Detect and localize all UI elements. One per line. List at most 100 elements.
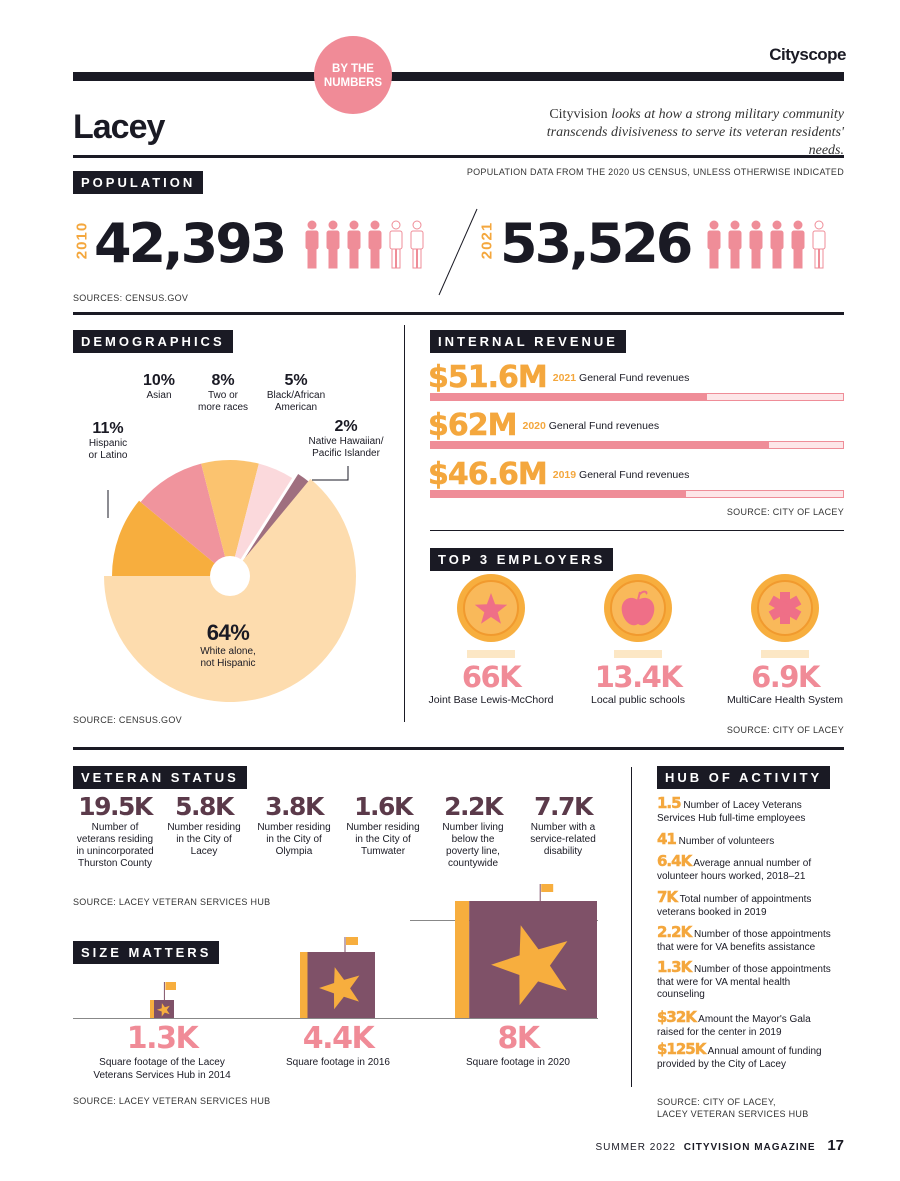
size-baseline (73, 1018, 598, 1019)
size-value: 4.4K (302, 1021, 375, 1056)
revenue-label: 2020 General Fund revenues (522, 420, 659, 432)
pct-white: 64% (206, 620, 250, 645)
label-two-races: 8% Two or more races (190, 372, 256, 414)
hub-source-2: LACEY VETERAN SERVICES HUB (657, 1109, 809, 1119)
hub-item: 7K Total number of appointments veterans … (657, 888, 847, 919)
hub-item: 1.3K Number of those appointments that we… (657, 959, 847, 1002)
label-white-1: White alone, (200, 646, 256, 657)
revenue-bar (430, 490, 844, 498)
demographics-tag: DEMOGRAPHICS (73, 330, 233, 353)
medical-cross-icon (751, 574, 819, 658)
hub-line: $32K Amount the Mayor's Gala (657, 1009, 847, 1027)
size-source: SOURCE: LACEY VETERAN SERVICES HUB (73, 1096, 271, 1106)
employer-name: MultiCare Health System (726, 694, 844, 706)
hub-label: volunteer hours worked, 2018–21 (657, 870, 806, 882)
label-asian-1: Asian (146, 390, 172, 401)
footer-issue: SUMMER 2022 (595, 1142, 676, 1153)
revenue-amount: $51.6M (428, 360, 548, 396)
size-box-graphic (300, 935, 377, 1018)
veteran-value: 7.7K (534, 792, 593, 821)
pct-asian: 10% (142, 372, 176, 389)
hub-label: that were for VA mental health (657, 976, 791, 988)
hub-line: 41 Number of volunteers (657, 831, 847, 849)
veteran-label: service-related (530, 834, 596, 845)
veteran-rule (73, 747, 844, 750)
person-icon (326, 220, 340, 269)
hub-source: SOURCE: CITY OF LACEY, LACEY VETERAN SER… (657, 1096, 809, 1120)
hub-line: 2.2K Number of those appointments (657, 923, 847, 942)
hub-line: $125K Annual amount of funding (657, 1040, 847, 1059)
intro-part-2: looks at how a strong military community (607, 107, 844, 122)
veteran-label: Number residing (167, 822, 241, 833)
person-icon (347, 220, 361, 269)
hub-line: 1.3K Number of those appointments (657, 959, 847, 977)
hub-value: 7K (657, 888, 679, 906)
person-icon (812, 220, 826, 269)
footer-magazine: CITYVISION MAGAZINE (683, 1142, 816, 1153)
hub-label: Amount the Mayor's Gala (695, 1014, 811, 1025)
veteran-label: Thurston County (78, 858, 152, 869)
veteran-label: Number residing (346, 822, 420, 833)
hub-label: Number of Lacey Veterans (680, 800, 802, 811)
veteran-label: Number living (442, 822, 504, 833)
leader-line (312, 466, 349, 481)
employer-count: 6.9K (751, 660, 820, 694)
label-black-2: American (274, 402, 318, 413)
pct-pacific: 2% (334, 418, 358, 435)
veteran-label: in the City of (176, 834, 232, 845)
veteran-stat: 5.8K Number residing in the City of Lacey (158, 792, 250, 858)
veteran-label: Number of (91, 822, 139, 833)
veteran-label: poverty line, (446, 846, 500, 857)
brand-name: Cityscope (769, 45, 846, 64)
demographics-pie-chart (60, 360, 400, 715)
population-2021-value: 53,526 (500, 212, 693, 275)
veteran-label: Lacey (190, 846, 218, 857)
size-label: Square footage in 2020 (466, 1057, 570, 1068)
label-black-1: Black/African (266, 390, 326, 401)
revenue-bar-fill (431, 394, 708, 400)
size-value: 8K (497, 1021, 540, 1056)
pie-slice (112, 500, 230, 576)
employer-medal (749, 572, 821, 664)
hub-label: Number of those appointments (691, 929, 831, 940)
person-icon (749, 220, 763, 269)
divider-slash (437, 207, 479, 297)
pie-slice (230, 463, 293, 576)
veteran-value: 2.2K (444, 792, 503, 821)
page-number: 17 (827, 1137, 844, 1154)
size-label: Square footage in 2016 (286, 1057, 390, 1068)
hub-label: Number of volunteers (675, 836, 775, 847)
people-icons-2021 (706, 220, 846, 275)
size-stat: 1.3K Square footage of the Lacey Veterans … (72, 1022, 252, 1082)
label-pacific-1: Native Hawaiian/ (308, 436, 384, 447)
intro-text: Cityvision looks at how a strong militar… (524, 106, 844, 160)
star-icon (491, 925, 568, 1006)
header-rule (73, 155, 844, 158)
people-icons-2010 (304, 220, 444, 275)
hub-source-1: SOURCE: CITY OF LACEY, (657, 1097, 776, 1107)
person-icon (707, 220, 721, 269)
person-icon (791, 220, 805, 269)
hub-item: 6.4K Average annual number of volunteer h… (657, 853, 847, 883)
revenue-item: $46.6M 2019 General Fund revenues (428, 457, 690, 493)
revenue-label: 2021 General Fund revenues (553, 372, 690, 384)
footer: SUMMER 2022 CITYVISION MAGAZINE 17 (595, 1137, 844, 1154)
label-pacific: 2% Native Hawaiian/ Pacific Islander (298, 418, 394, 460)
veteran-label: in unincorporated (76, 846, 154, 857)
hub-value: 2.2K (657, 923, 693, 941)
veteran-stat: 3.8K Number residing in the City of Olympia (248, 792, 340, 858)
revenue-year: 2020 (522, 419, 546, 432)
veteran-stat: 7.7K Number with a service-related disabili… (517, 792, 609, 858)
pie-slice (201, 460, 259, 576)
hub-item: 41 Number of volunteers (657, 831, 847, 849)
pie-chart (104, 460, 356, 702)
hub-item: $125K Annual amount of funding provided b… (657, 1040, 847, 1071)
employer-medal (455, 572, 527, 664)
employer-medal (602, 572, 674, 664)
hub-line: 1.5 Number of Lacey Veterans (657, 795, 847, 813)
veteran-label: in the City of (355, 834, 411, 845)
hub-label: Annual amount of funding (705, 1046, 822, 1057)
size-box-graphic (150, 980, 178, 1018)
hub-value: $125K (657, 1040, 707, 1058)
revenue-desc: General Fund revenues (576, 371, 690, 384)
